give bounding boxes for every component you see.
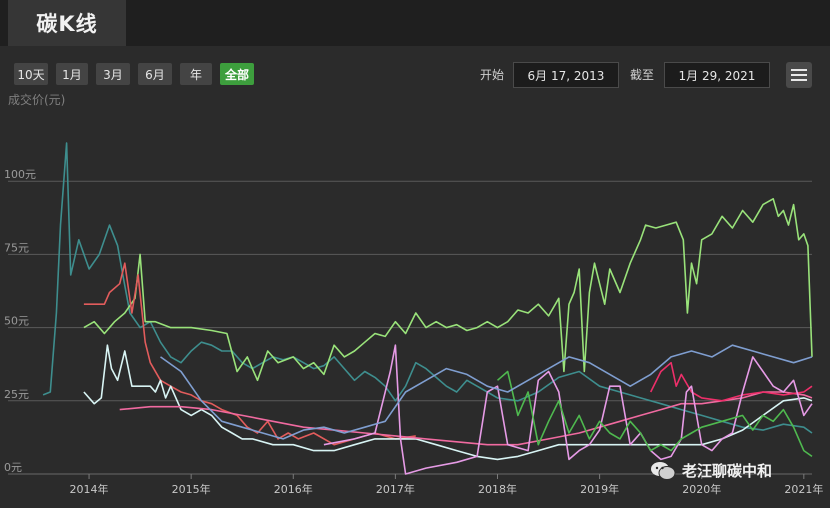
wechat-icon bbox=[651, 461, 676, 480]
range-button-6m[interactable]: 6月 bbox=[138, 63, 172, 85]
chart-menu-button[interactable] bbox=[786, 62, 812, 88]
menu-icon-bar bbox=[791, 69, 807, 71]
y-tick-label: 50元 bbox=[4, 315, 29, 328]
x-tick-label: 2021年 bbox=[784, 482, 823, 496]
range-button-all[interactable]: 全部 bbox=[220, 63, 254, 85]
x-tick-label: 2016年 bbox=[274, 482, 313, 496]
watermark-text: 老汪聊碳中和 bbox=[682, 462, 773, 480]
series-line-5 bbox=[119, 391, 813, 446]
x-tick-label: 2020年 bbox=[682, 482, 721, 496]
y-tick-label: 100元 bbox=[4, 168, 36, 181]
series-line-4 bbox=[83, 344, 813, 461]
y-tick-label: 0元 bbox=[4, 461, 22, 474]
menu-icon-bar bbox=[791, 79, 807, 81]
y-tick-label: 25元 bbox=[4, 388, 29, 401]
series-line-3 bbox=[83, 262, 416, 446]
top-bar: 碳K线 bbox=[0, 0, 830, 46]
end-date-input[interactable]: 1月 29, 2021 bbox=[664, 62, 770, 88]
x-tick-label: 2018年 bbox=[478, 482, 517, 496]
x-tick-label: 2019年 bbox=[580, 482, 619, 496]
start-date-input[interactable]: 6月 17, 2013 bbox=[513, 62, 619, 88]
y-axis-title: 成交价(元) bbox=[8, 93, 66, 107]
x-tick-label: 2015年 bbox=[172, 482, 211, 496]
series-line-2 bbox=[83, 198, 813, 382]
range-button-3m[interactable]: 3月 bbox=[96, 63, 130, 85]
range-button-10d[interactable]: 10天 bbox=[14, 63, 48, 85]
menu-icon-bar bbox=[791, 74, 807, 76]
range-button-1y[interactable]: 年 bbox=[180, 63, 212, 85]
start-date-label: 开始 bbox=[480, 68, 505, 82]
x-tick-label: 2017年 bbox=[376, 482, 415, 496]
series-line-1 bbox=[42, 142, 813, 434]
end-date-label: 截至 bbox=[630, 68, 655, 82]
range-button-1m[interactable]: 1月 bbox=[56, 63, 88, 85]
y-tick-label: 75元 bbox=[4, 241, 29, 254]
series-line-9 bbox=[160, 344, 813, 440]
series-line-8 bbox=[496, 370, 813, 458]
series-line-6 bbox=[649, 361, 813, 402]
watermark: 老汪聊碳中和 bbox=[650, 460, 772, 481]
series-line-7 bbox=[323, 344, 813, 475]
x-tick-label: 2014年 bbox=[70, 482, 109, 496]
page-title-tab[interactable]: 碳K线 bbox=[8, 0, 126, 46]
